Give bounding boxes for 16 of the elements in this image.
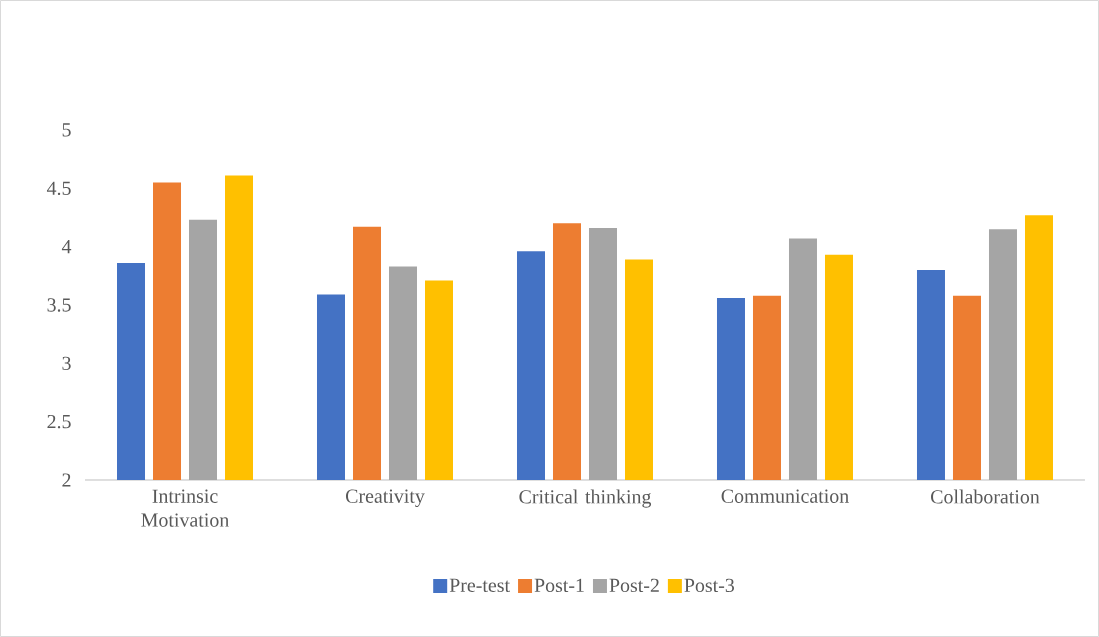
y-tick-label: 4 — [61, 240, 72, 254]
legend-label: Post-3 — [684, 578, 735, 593]
legend-label: Post-1 — [534, 578, 584, 593]
y-tick-label: 2.5 — [47, 414, 71, 429]
legend-label: Post-2 — [609, 578, 659, 593]
y-tick-label: 3.5 — [47, 298, 71, 312]
y-tick-label: 4.5 — [46, 181, 71, 196]
x-tick-label: Intrinsic Motivation — [141, 489, 229, 527]
x-tick-label: Creativity — [345, 489, 425, 507]
y-tick-label: 3 — [62, 356, 71, 371]
x-tick-label: Collaboration — [931, 489, 1040, 504]
y-tick-label: 2 — [62, 473, 71, 487]
x-tick-label: Communication — [721, 489, 849, 503]
x-tick-label: Critical thinking — [519, 489, 652, 508]
legend-label: Pre-test — [449, 578, 510, 592]
y-tick-label: 5 — [62, 123, 71, 137]
